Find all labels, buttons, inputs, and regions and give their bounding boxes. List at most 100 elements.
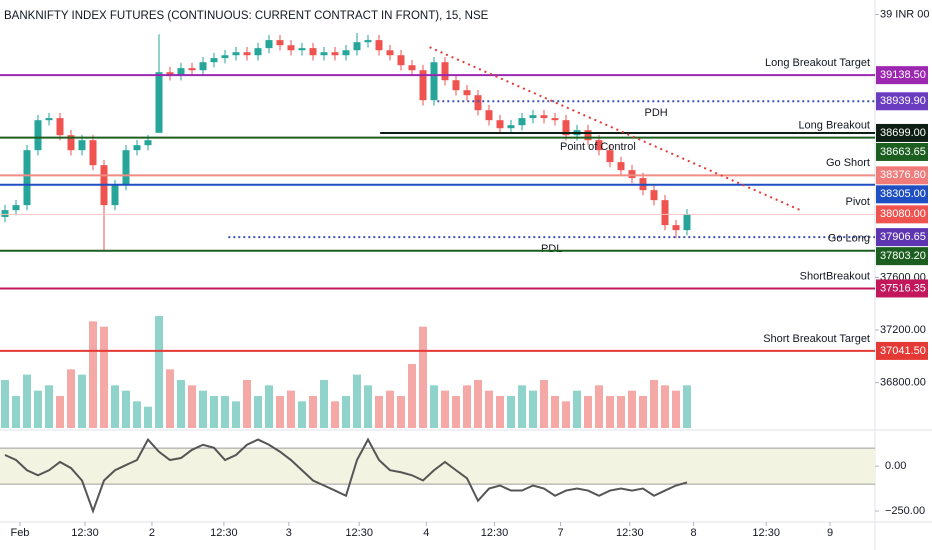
candle-body bbox=[342, 50, 350, 56]
x-tick-label: 2 bbox=[149, 527, 155, 539]
candle-body bbox=[12, 205, 20, 211]
trendline bbox=[429, 46, 801, 212]
x-tick-label: Feb bbox=[10, 527, 29, 539]
y-tick-label: 39 INR 00 bbox=[880, 8, 930, 20]
y-tick-label: 36800.00 bbox=[880, 377, 926, 389]
candle-body bbox=[452, 80, 460, 91]
candle-body bbox=[34, 120, 42, 151]
volume-bar bbox=[78, 374, 86, 428]
o-tick-label: 0.00 bbox=[885, 460, 906, 472]
candle-body bbox=[672, 225, 680, 231]
price-tag-label: 39138.50 bbox=[880, 69, 926, 81]
candle-body bbox=[595, 140, 603, 151]
level-label: Long Breakout bbox=[798, 119, 870, 131]
volume-bar bbox=[254, 396, 262, 428]
volume-bar bbox=[331, 401, 339, 428]
candle-body bbox=[529, 115, 537, 119]
volume-bar bbox=[287, 390, 295, 428]
candle-body bbox=[67, 135, 75, 151]
x-tick-label: 8 bbox=[691, 527, 697, 539]
volume-bar bbox=[298, 401, 306, 428]
candle-body bbox=[551, 118, 559, 121]
level-label: Pivot bbox=[846, 196, 870, 208]
candle-body bbox=[408, 65, 416, 71]
candle-body bbox=[210, 58, 218, 63]
price-tag-label: 38376.80 bbox=[880, 169, 926, 181]
price-tag bbox=[876, 123, 928, 142]
volume-bar bbox=[232, 401, 240, 428]
candle-body bbox=[1, 210, 9, 217]
candle-body bbox=[507, 125, 515, 129]
candle-body bbox=[485, 110, 493, 121]
price-tag bbox=[876, 247, 928, 266]
price-tag bbox=[876, 185, 928, 204]
volume-bar bbox=[639, 396, 647, 428]
candle-body bbox=[265, 40, 273, 49]
candle-body bbox=[78, 140, 86, 151]
x-tick-label: 12:30 bbox=[210, 527, 238, 539]
volume-bar bbox=[463, 385, 471, 428]
candle-body bbox=[56, 118, 64, 136]
candle-body bbox=[298, 48, 306, 51]
level-label: Long Breakout Target bbox=[765, 57, 870, 69]
volume-bar bbox=[100, 326, 108, 428]
price-tag-label: 37041.50 bbox=[880, 345, 926, 357]
level-label: Short Breakout Target bbox=[763, 333, 870, 345]
candle-body bbox=[243, 52, 251, 56]
volume-bar bbox=[529, 390, 537, 428]
volume-bar bbox=[661, 385, 669, 428]
candle-body bbox=[628, 170, 636, 179]
x-tick-label: 4 bbox=[423, 527, 429, 539]
oscillator-band bbox=[0, 448, 875, 485]
volume-bar bbox=[419, 326, 427, 428]
volume-bar bbox=[23, 374, 31, 428]
x-tick-label: 9 bbox=[827, 527, 833, 539]
candle-body bbox=[309, 48, 317, 56]
volume-bar bbox=[221, 396, 229, 428]
volume-bar bbox=[1, 380, 9, 428]
volume-bar bbox=[672, 390, 680, 428]
price-tag bbox=[876, 142, 928, 161]
volume-bar bbox=[386, 390, 394, 428]
volume-bar bbox=[430, 385, 438, 428]
candle-body bbox=[683, 214, 691, 231]
candle-body bbox=[320, 52, 328, 56]
candle-body bbox=[617, 162, 625, 171]
volume-bar bbox=[397, 396, 405, 428]
volume-bar bbox=[375, 396, 383, 428]
volume-bar bbox=[122, 390, 130, 428]
price-tag-label: 38939.90 bbox=[880, 95, 926, 107]
price-tag-label: 37906.65 bbox=[880, 231, 926, 243]
candle-body bbox=[45, 118, 53, 121]
candle-body bbox=[166, 72, 174, 76]
candle-body bbox=[496, 120, 504, 129]
volume-bar bbox=[584, 396, 592, 428]
volume-bar bbox=[144, 406, 152, 428]
candle-body bbox=[441, 62, 449, 81]
volume-bar bbox=[276, 396, 284, 428]
volume-bar bbox=[265, 385, 273, 428]
candle-body bbox=[254, 48, 262, 56]
volume-bar bbox=[155, 316, 163, 428]
volume-bar bbox=[89, 321, 97, 428]
volume-bar bbox=[441, 390, 449, 428]
price-tag bbox=[876, 66, 928, 85]
volume-bar bbox=[617, 396, 625, 428]
volume-bar bbox=[518, 385, 526, 428]
candle-body bbox=[232, 52, 240, 56]
price-tag bbox=[876, 279, 928, 298]
volume-bar bbox=[353, 374, 361, 428]
chart-title: BANKNIFTY INDEX FUTURES (CONTINUOUS: CUR… bbox=[4, 10, 489, 22]
volume-bar bbox=[551, 396, 559, 428]
level-label: Go Long bbox=[828, 233, 870, 245]
volume-bar bbox=[628, 390, 636, 428]
volume-bar bbox=[166, 369, 174, 428]
candle-body bbox=[353, 42, 361, 51]
level-label: Go Short bbox=[826, 157, 870, 169]
candle-body bbox=[111, 185, 119, 206]
candle-body bbox=[221, 55, 229, 59]
candle-body bbox=[430, 62, 438, 101]
volume-bar bbox=[408, 364, 416, 428]
